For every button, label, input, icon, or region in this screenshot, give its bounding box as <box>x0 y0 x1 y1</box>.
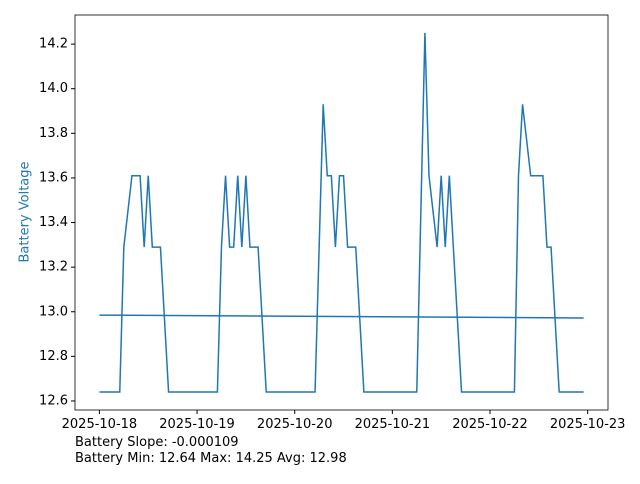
y-tick-label: 12.8 <box>39 349 68 364</box>
x-tick-label: 2025-10-21 <box>355 417 431 432</box>
x-tick-label: 2025-10-19 <box>159 417 235 432</box>
y-tick-label: 13.6 <box>39 170 68 185</box>
plot-frame <box>74 14 609 411</box>
annotation: Battery Min: 12.64 Max: 14.25 Avg: 12.98 <box>75 451 347 466</box>
y-axis-label: Battery Voltage <box>18 161 33 262</box>
y-tick-label: 13.0 <box>39 304 68 319</box>
y-tick-label: 13.4 <box>39 215 68 230</box>
x-tick-label: 2025-10-23 <box>550 417 626 432</box>
y-tick-label: 14.0 <box>39 81 68 96</box>
y-tick-label: 14.2 <box>39 37 68 52</box>
x-tick-label: 2025-10-20 <box>257 417 333 432</box>
x-tick-label: 2025-10-18 <box>62 417 138 432</box>
data-line <box>99 32 584 393</box>
y-tick-label: 13.2 <box>39 260 68 275</box>
data-line <box>99 314 584 319</box>
x-tick-label: 2025-10-22 <box>452 417 528 432</box>
y-tick-label: 12.6 <box>39 393 68 408</box>
y-tick-label: 13.8 <box>39 126 68 141</box>
annotation: Battery Slope: -0.000109 <box>75 435 239 450</box>
